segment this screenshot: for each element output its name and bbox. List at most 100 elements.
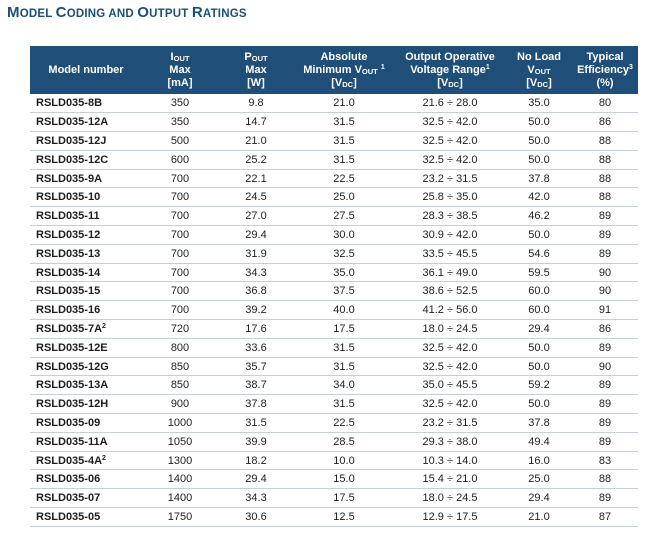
cell-pout: 29.4: [218, 225, 294, 245]
cell-no-load-vout: 29.4: [506, 319, 572, 339]
model-number-text: RSLD035-15: [36, 285, 101, 298]
title-part: ODEL: [19, 8, 56, 20]
table-row: RSLD035-14 700 34.3 35.0 36.1 ÷ 49.0 59.5 90: [30, 263, 638, 283]
model-number-text: RSLD035-16: [36, 304, 101, 317]
cell-abs-min-vout: 25.0: [294, 187, 394, 208]
cell-pout: 34.3: [218, 488, 294, 509]
cell-pout: 22.1: [218, 169, 294, 189]
model-number-text: RSLD035-12: [36, 228, 101, 241]
table-row: RSLD035-12 700 29.4 30.0 30.9 ÷ 42.0 50.0 89: [30, 225, 638, 245]
cell-pout: 29.4: [218, 469, 294, 490]
cell-model-number: RSLD035-12E: [30, 338, 142, 358]
cell-model-number: RSLD035-7A2: [30, 319, 142, 339]
ratings-table: Model number IOUT Max [mA] POUT Max [W] …: [30, 46, 638, 527]
cell-model-number: RSLD035-12A: [30, 112, 142, 133]
model-number-text: RSLD035-4A: [36, 454, 103, 467]
cell-iout: 1300: [142, 451, 218, 471]
cell-iout: 700: [142, 244, 218, 264]
footnote-marker: 3: [629, 63, 633, 71]
cell-voltage-range: 33.5 ÷ 45.5: [394, 244, 506, 264]
header-unit: [W]: [247, 76, 265, 89]
model-number-text: RSLD035-12E: [36, 341, 108, 354]
cell-model-number: RSLD035-4A2: [30, 451, 142, 471]
cell-model-number: RSLD035-15: [30, 281, 142, 302]
header-output-voltage-range: Output Operative Voltage Range1 [VDC]: [394, 46, 506, 94]
table-row: RSLD035-12A 350 14.7 31.5 32.5 ÷ 42.0 50.0 86: [30, 112, 638, 133]
cell-voltage-range: 15.4 ÷ 21.0: [394, 469, 506, 490]
cell-iout: 900: [142, 394, 218, 415]
model-number-text: RSLD035-9A: [36, 172, 103, 185]
cell-efficiency: 90: [572, 281, 638, 302]
cell-efficiency: 89: [572, 206, 638, 227]
cell-iout: 1050: [142, 432, 218, 452]
model-number-text: RSLD035-13: [36, 247, 101, 260]
title-part: R: [191, 4, 203, 21]
cell-no-load-vout: 59.2: [506, 375, 572, 396]
header-text: Max: [169, 63, 191, 76]
cell-no-load-vout: 60.0: [506, 300, 572, 321]
header-unit: [mA]: [167, 76, 193, 89]
table-row: RSLD035-09 1000 31.5 22.5 23.2 ÷ 31.5 37.8 89: [30, 413, 638, 433]
cell-no-load-vout: 37.8: [506, 169, 572, 189]
model-number-text: RSLD035-10: [36, 191, 101, 204]
cell-efficiency: 83: [572, 451, 638, 471]
cell-abs-min-vout: 15.0: [294, 469, 394, 490]
title-part: UTPUT: [149, 8, 192, 20]
cell-no-load-vout: 50.0: [506, 338, 572, 358]
cell-voltage-range: 32.5 ÷ 42.0: [394, 131, 506, 151]
cell-abs-min-vout: 27.5: [294, 206, 394, 227]
model-number-text: RSLD035-11: [36, 210, 100, 223]
cell-no-load-vout: 50.0: [506, 112, 572, 133]
table-row: RSLD035-11A 1050 39.9 28.5 29.3 ÷ 38.0 49.4 89: [30, 432, 638, 452]
cell-abs-min-vout: 31.5: [294, 150, 394, 170]
header-text: No Load: [517, 50, 561, 63]
header-text: Typical: [586, 50, 624, 63]
cell-model-number: RSLD035-12J: [30, 131, 142, 151]
model-number-text: RSLD035-12C: [36, 153, 109, 166]
table-row: RSLD035-10 700 24.5 25.0 25.8 ÷ 35.0 42.0 88: [30, 187, 638, 208]
cell-model-number: RSLD035-14: [30, 263, 142, 283]
model-number-text: RSLD035-13A: [36, 379, 109, 392]
cell-iout: 600: [142, 150, 218, 170]
cell-efficiency: 89: [572, 394, 638, 415]
cell-iout: 700: [142, 187, 218, 208]
header-subscript: OUT: [361, 66, 378, 76]
model-number-text: RSLD035-12G: [36, 360, 109, 373]
header-model-number: Model number: [30, 46, 142, 94]
cell-voltage-range: 10.3 ÷ 14.0: [394, 451, 506, 471]
cell-iout: 700: [142, 263, 218, 283]
cell-abs-min-vout: 31.5: [294, 338, 394, 358]
cell-voltage-range: 32.5 ÷ 42.0: [394, 338, 506, 358]
header-text: V: [527, 63, 535, 76]
header-subscript: DC: [537, 79, 549, 89]
cell-iout: 850: [142, 375, 218, 396]
cell-no-load-vout: 46.2: [506, 206, 572, 227]
cell-voltage-range: 36.1 ÷ 49.0: [394, 263, 506, 283]
cell-iout: 700: [142, 169, 218, 189]
title-part: ODING AND: [66, 8, 138, 20]
cell-efficiency: 89: [572, 375, 638, 396]
cell-model-number: RSLD035-09: [30, 413, 142, 433]
cell-no-load-vout: 16.0: [506, 451, 572, 471]
cell-no-load-vout: 29.4: [506, 488, 572, 509]
cell-pout: 31.5: [218, 413, 294, 433]
header-no-load-vout: No Load VOUT [VDC]: [506, 46, 572, 94]
cell-pout: 9.8: [218, 94, 294, 114]
cell-efficiency: 89: [572, 413, 638, 433]
header-text: Efficiency: [577, 63, 630, 76]
header-pout-max: POUT Max [W]: [218, 46, 294, 94]
table-row: RSLD035-12G 850 35.7 31.5 32.5 ÷ 42.0 50.0 90: [30, 357, 638, 377]
cell-voltage-range: 32.5 ÷ 42.0: [394, 357, 506, 377]
cell-no-load-vout: 21.0: [506, 507, 572, 527]
cell-iout: 1400: [142, 488, 218, 509]
cell-efficiency: 88: [572, 150, 638, 170]
cell-efficiency: 80: [572, 94, 638, 114]
cell-pout: 24.5: [218, 187, 294, 208]
model-number-text: RSLD035-07: [36, 492, 101, 505]
cell-abs-min-vout: 22.5: [294, 413, 394, 433]
cell-voltage-range: 32.5 ÷ 42.0: [394, 112, 506, 133]
cell-abs-min-vout: 32.5: [294, 244, 394, 264]
cell-iout: 800: [142, 338, 218, 358]
cell-voltage-range: 32.5 ÷ 42.0: [394, 150, 506, 170]
